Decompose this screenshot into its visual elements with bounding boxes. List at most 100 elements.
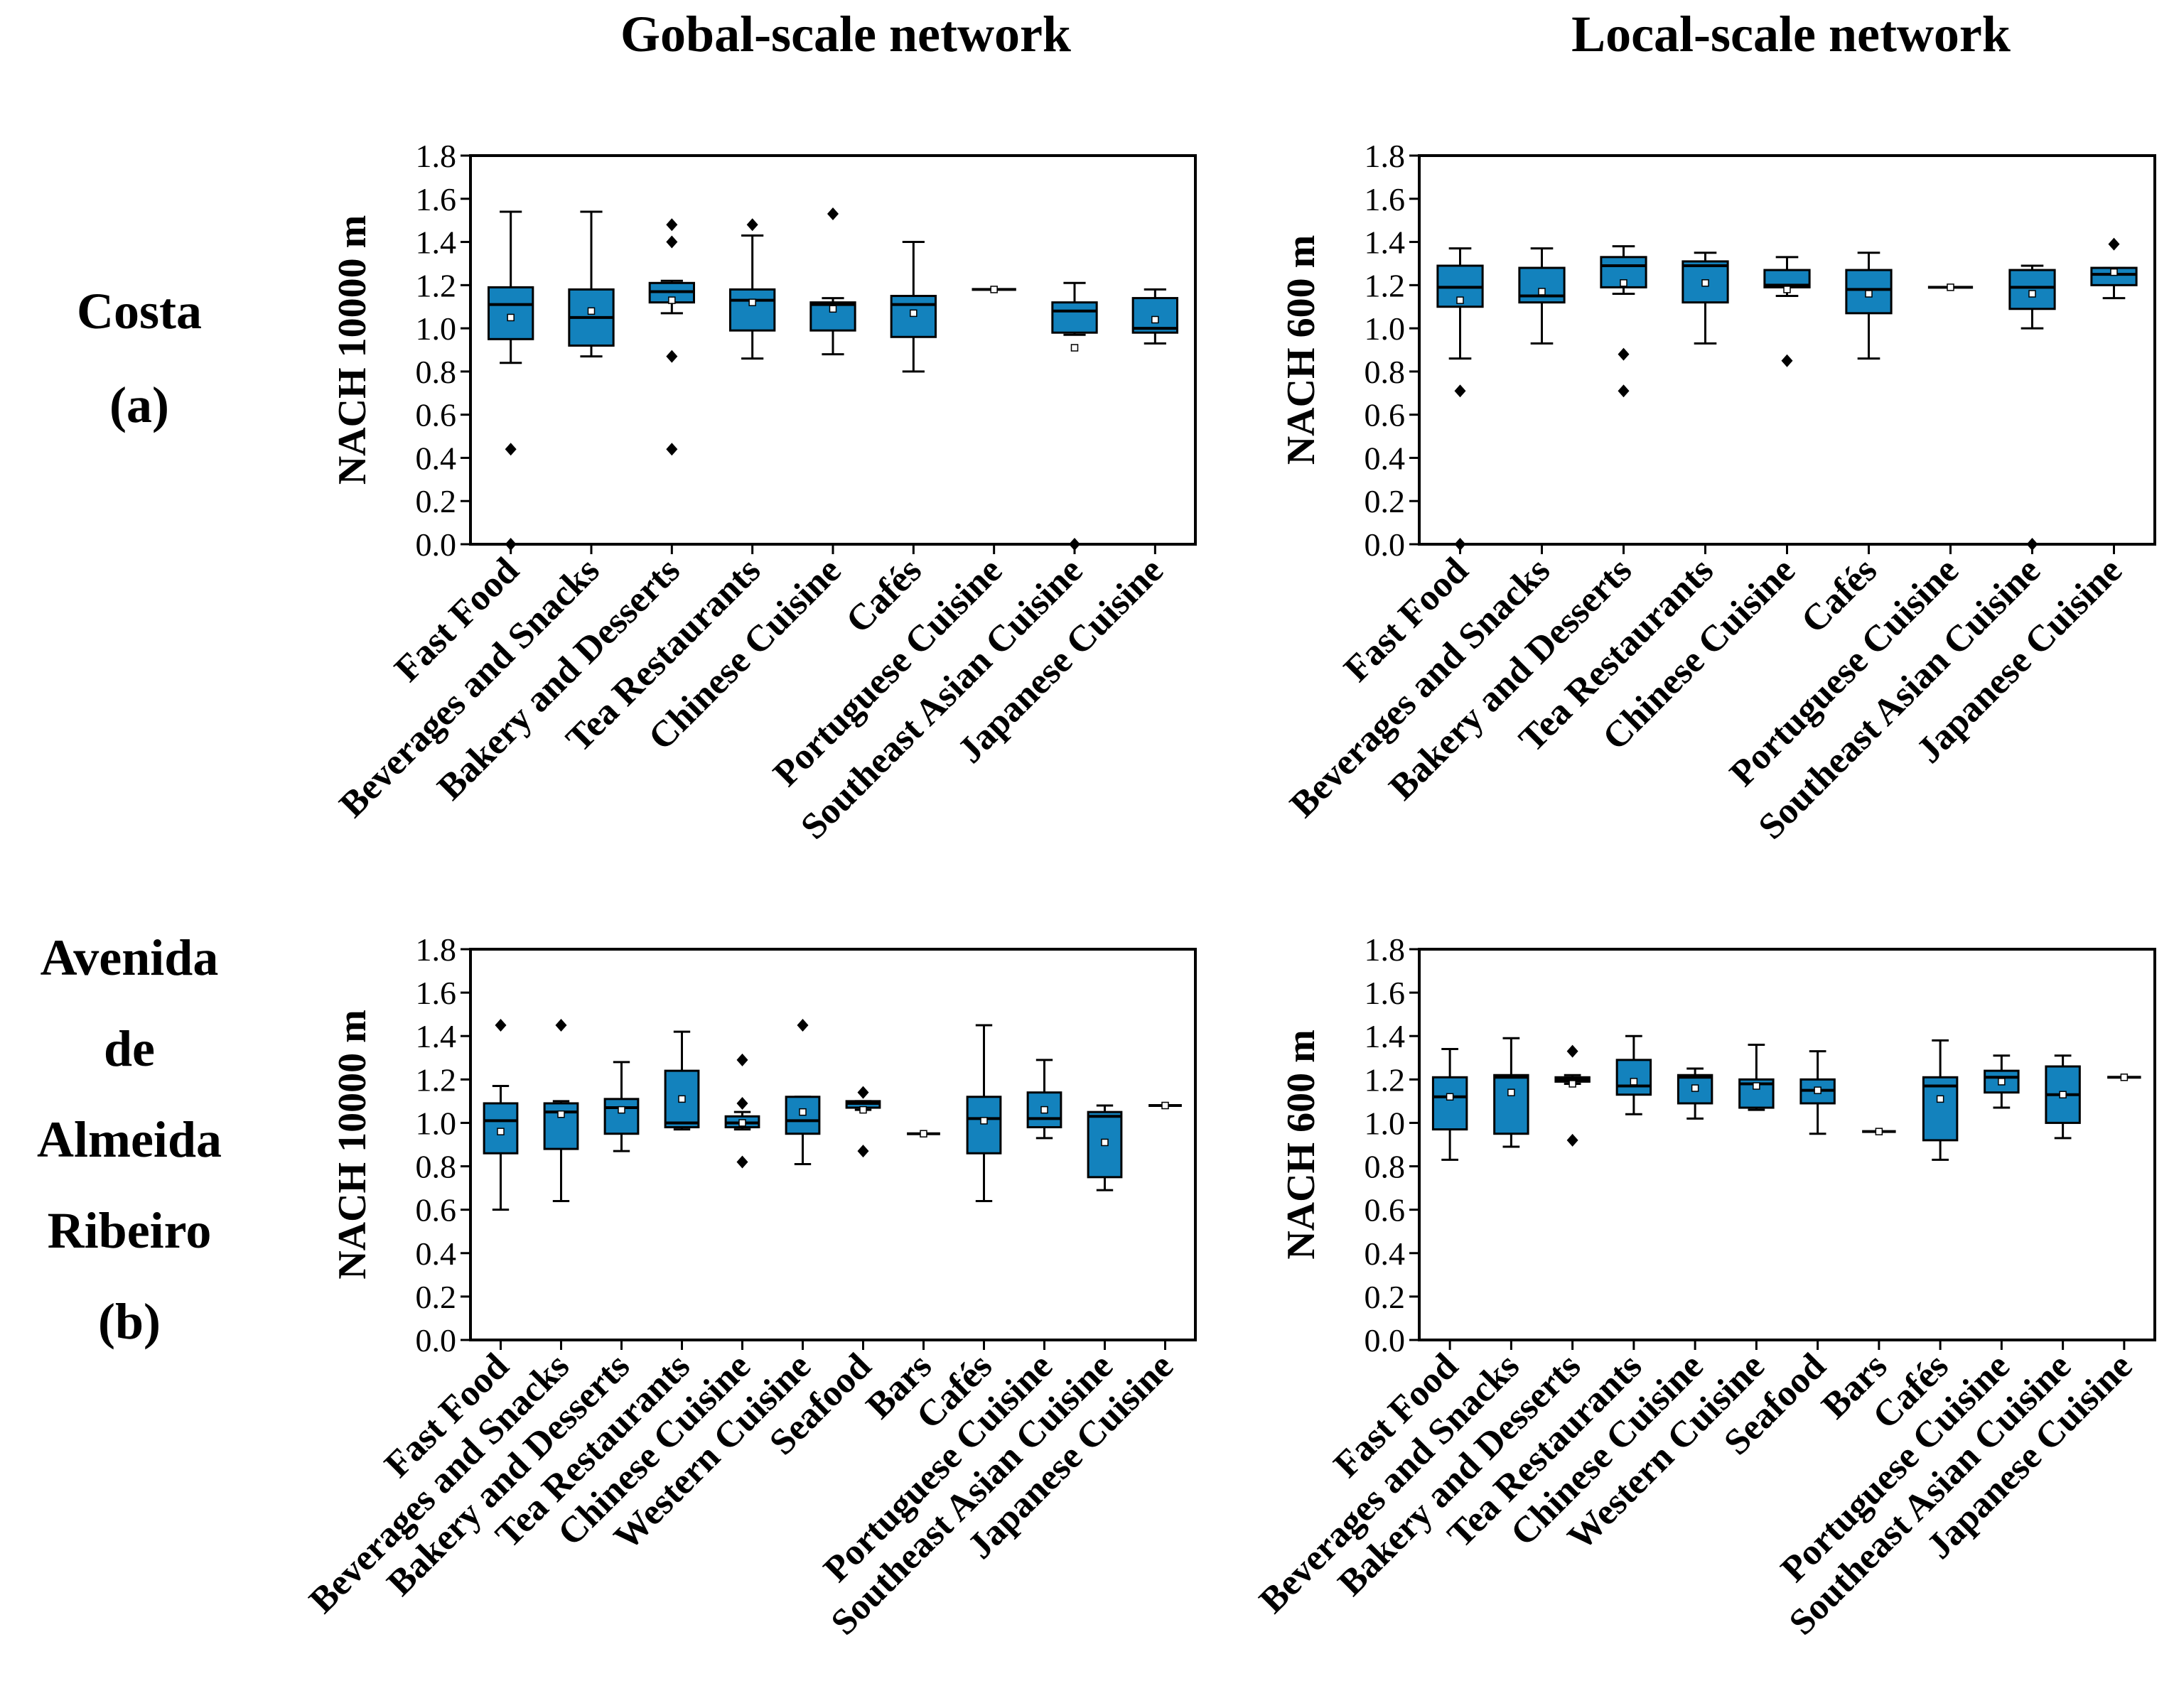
box-cafes: Cafés bbox=[1794, 252, 1893, 641]
outlier-point bbox=[2108, 237, 2120, 251]
mean-marker bbox=[1875, 1128, 1883, 1135]
y-tick-label: 1.0 bbox=[416, 1105, 457, 1141]
y-tick-label: 0.2 bbox=[416, 1279, 457, 1315]
y-tick-label: 1.4 bbox=[1365, 225, 1406, 261]
mean-marker bbox=[1538, 288, 1546, 296]
column-title-local: Local-scale network bbox=[1571, 6, 2011, 63]
mean-marker bbox=[1691, 1084, 1699, 1092]
outlier-point bbox=[505, 538, 517, 551]
mean-marker bbox=[557, 1110, 565, 1118]
iqr-box bbox=[1431, 1076, 1468, 1131]
y-axis-label: NACH 600 m bbox=[1279, 235, 1323, 465]
iqr-box bbox=[488, 286, 534, 340]
y-tick-label: 1.6 bbox=[1365, 975, 1406, 1011]
mean-marker bbox=[1101, 1138, 1109, 1147]
iqr-box bbox=[729, 288, 776, 332]
y-tick-label: 1.4 bbox=[416, 225, 457, 261]
y-tick-label: 1.8 bbox=[1365, 931, 1406, 968]
outlier-point bbox=[827, 207, 839, 221]
iqr-box bbox=[966, 1096, 1002, 1155]
outlier-point bbox=[1069, 538, 1080, 551]
mean-marker bbox=[1161, 1101, 1169, 1110]
x-tick-label: Bakery and Desserts bbox=[380, 1346, 637, 1604]
chart-panel-almeida-local: 0.0 0.2 0.4 0.6 0.8 1.0 1.2 1.4 1.6 1.8 NACH 600 m… bbox=[1252, 931, 2156, 1643]
iqr-box bbox=[2008, 269, 2056, 310]
mean-marker bbox=[910, 309, 918, 318]
iqr-box bbox=[1493, 1074, 1529, 1135]
mean-marker bbox=[2110, 268, 2118, 276]
mean-marker bbox=[668, 296, 676, 304]
y-tick-label: 1.2 bbox=[1365, 1061, 1406, 1098]
row-label-avenida: Avenida bbox=[41, 929, 219, 986]
mean-marker bbox=[1865, 290, 1873, 298]
y-tick-label: 1.0 bbox=[1365, 1105, 1406, 1141]
mean-marker bbox=[1947, 283, 1954, 291]
iqr-box bbox=[603, 1098, 640, 1135]
plot-frame bbox=[1418, 948, 2156, 1341]
box-japanese-cuisine: Japanese Cuisine bbox=[1909, 237, 2138, 771]
plot-frame bbox=[1418, 154, 2156, 546]
outlier-point bbox=[666, 443, 678, 456]
outlier-point bbox=[495, 1018, 507, 1032]
y-tick-label: 0.4 bbox=[1365, 440, 1406, 476]
iqr-box bbox=[1051, 301, 1098, 334]
row-label-ribeiro: Ribeiro bbox=[48, 1202, 212, 1259]
iqr-box bbox=[1615, 1059, 1652, 1096]
y-tick-label: 0.4 bbox=[1365, 1236, 1406, 1272]
mean-marker bbox=[1507, 1088, 1515, 1096]
mean-marker bbox=[920, 1130, 927, 1137]
outlier-point bbox=[736, 1155, 748, 1169]
box-southeast-asian-cuisine: Southeast Asian Cuisine bbox=[1751, 264, 2056, 848]
mean-marker bbox=[748, 298, 756, 306]
outlier-point bbox=[666, 218, 678, 232]
row-label-almeida-tag: (b) bbox=[98, 1293, 161, 1350]
mean-marker bbox=[1630, 1078, 1638, 1086]
y-tick-label: 0.8 bbox=[416, 1149, 457, 1185]
y-tick-label: 0.2 bbox=[1365, 483, 1406, 519]
y-tick-label: 0.0 bbox=[1365, 1322, 1406, 1358]
mean-marker bbox=[1814, 1086, 1821, 1094]
box-chinese-cuisine: Chinese Cuisine bbox=[1595, 256, 1811, 758]
mean-marker bbox=[1151, 315, 1159, 324]
mean-marker bbox=[1701, 279, 1709, 287]
mean-marker bbox=[980, 1117, 988, 1125]
outlier-point bbox=[666, 235, 678, 249]
iqr-box bbox=[543, 1102, 579, 1150]
y-tick-label: 0.6 bbox=[1365, 397, 1406, 433]
plot-frame bbox=[469, 948, 1197, 1341]
y-axis-label: NACH 10000 m bbox=[330, 215, 375, 485]
outlier-point bbox=[736, 1096, 748, 1110]
mean-marker bbox=[1070, 344, 1079, 352]
y-tick-label: 0.6 bbox=[416, 397, 457, 433]
row-label-de: de bbox=[104, 1020, 155, 1077]
mean-marker bbox=[1936, 1095, 1944, 1103]
y-tick-label: 1.0 bbox=[416, 310, 457, 347]
iqr-box bbox=[1131, 297, 1178, 334]
y-tick-label: 1.8 bbox=[1365, 138, 1406, 174]
outlier-point bbox=[555, 1018, 567, 1032]
mean-marker bbox=[1446, 1093, 1454, 1101]
y-tick-label: 1.6 bbox=[416, 181, 457, 217]
y-tick-label: 1.6 bbox=[416, 975, 457, 1011]
y-tick-label: 0.8 bbox=[1365, 1149, 1406, 1185]
outlier-point bbox=[797, 1018, 809, 1032]
outlier-point bbox=[746, 218, 758, 232]
y-tick-label: 0.6 bbox=[1365, 1192, 1406, 1228]
outlier-point bbox=[1618, 384, 1630, 398]
outlier-point bbox=[1454, 538, 1466, 551]
mean-marker bbox=[738, 1119, 746, 1127]
mean-marker bbox=[859, 1106, 867, 1114]
mean-marker bbox=[1456, 296, 1464, 304]
mean-marker bbox=[497, 1128, 505, 1135]
mean-marker bbox=[1620, 279, 1627, 287]
chart-panel-almeida-global: 0.0 0.2 0.4 0.6 0.8 1.0 1.2 1.4 1.6 1.8 NACH 10000… bbox=[301, 931, 1197, 1643]
row-label-costa: Costa bbox=[77, 283, 202, 340]
y-tick-label: 0.8 bbox=[1365, 354, 1406, 390]
box-japanese-cuisine: Japanese Cuisine bbox=[950, 288, 1178, 771]
y-tick-label: 1.8 bbox=[416, 931, 457, 968]
outlier-point bbox=[2026, 538, 2038, 551]
outlier-point bbox=[736, 1053, 748, 1066]
mean-marker bbox=[507, 313, 515, 322]
mean-marker bbox=[678, 1095, 686, 1103]
mean-marker bbox=[2059, 1091, 2067, 1098]
